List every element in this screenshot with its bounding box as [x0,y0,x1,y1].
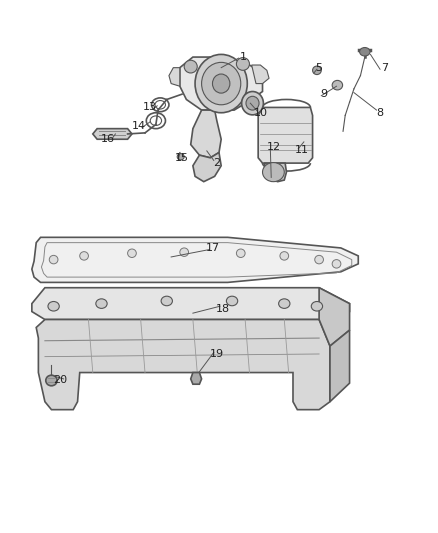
Text: 9: 9 [320,89,327,99]
Polygon shape [93,128,132,139]
Text: 13: 13 [142,102,156,112]
Ellipse shape [49,255,58,264]
Text: 5: 5 [316,63,323,72]
Ellipse shape [311,302,322,311]
Ellipse shape [315,255,323,264]
Ellipse shape [180,248,188,256]
Ellipse shape [46,375,57,386]
Ellipse shape [332,80,343,90]
Ellipse shape [212,74,230,93]
Text: 18: 18 [216,304,230,314]
Text: 2: 2 [213,158,220,168]
Text: 10: 10 [253,108,267,118]
Polygon shape [252,65,269,84]
Text: 8: 8 [377,108,384,118]
Ellipse shape [280,252,289,260]
Ellipse shape [48,302,59,311]
Text: 1: 1 [240,52,247,62]
Text: 14: 14 [131,121,145,131]
Polygon shape [191,110,221,158]
Polygon shape [169,68,180,86]
Ellipse shape [177,154,184,160]
Polygon shape [32,237,358,282]
Ellipse shape [161,296,173,306]
Text: 15: 15 [175,153,189,163]
Ellipse shape [195,54,247,113]
Polygon shape [258,108,313,163]
Ellipse shape [262,163,284,182]
Text: 7: 7 [381,63,388,72]
Ellipse shape [127,249,136,257]
Ellipse shape [192,375,200,382]
Polygon shape [193,152,221,182]
Ellipse shape [237,58,250,70]
Ellipse shape [201,62,241,105]
Polygon shape [36,319,330,410]
Ellipse shape [237,249,245,257]
Ellipse shape [226,296,238,306]
Ellipse shape [184,60,197,73]
Text: 20: 20 [53,375,67,385]
Polygon shape [32,288,350,319]
Ellipse shape [332,260,341,268]
Polygon shape [180,57,262,110]
Polygon shape [191,373,201,384]
Polygon shape [319,288,350,346]
Text: 11: 11 [295,145,309,155]
Polygon shape [330,330,350,402]
Ellipse shape [242,92,263,115]
Ellipse shape [80,252,88,260]
Polygon shape [265,163,286,182]
Text: 16: 16 [101,134,115,144]
Text: 17: 17 [205,243,219,253]
Ellipse shape [279,299,290,309]
Ellipse shape [360,47,370,56]
Text: 19: 19 [210,349,224,359]
Text: 12: 12 [266,142,280,152]
Ellipse shape [246,96,259,110]
Ellipse shape [313,66,321,75]
Ellipse shape [96,299,107,309]
